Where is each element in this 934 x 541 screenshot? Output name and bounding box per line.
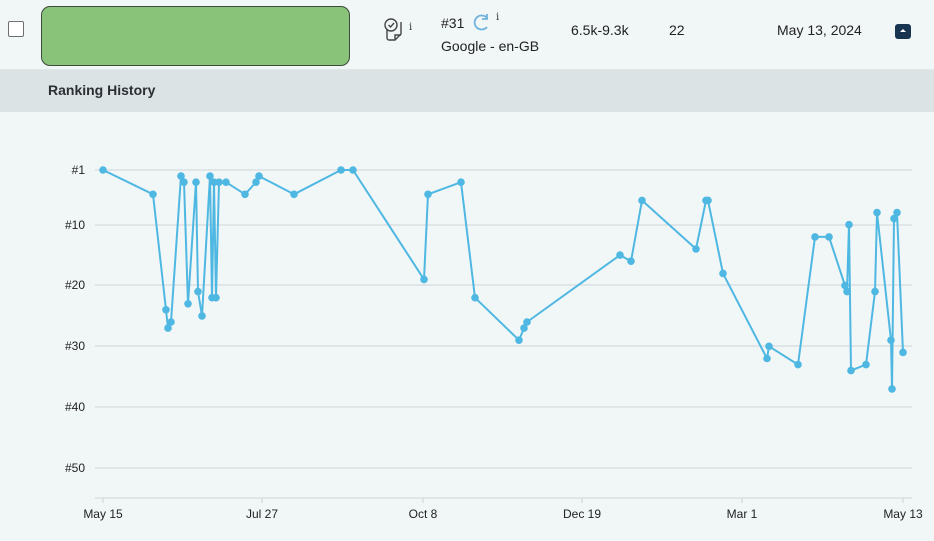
- refresh-icon[interactable]: [472, 12, 490, 32]
- data-point[interactable]: [847, 366, 855, 375]
- y-tick-label: #1: [72, 163, 86, 177]
- y-tick-label: #30: [65, 339, 85, 353]
- data-point[interactable]: [893, 208, 901, 217]
- y-tick-label: #40: [65, 400, 85, 414]
- line-chart: #1 #10 #20 #30 #40 #50 May 15 Jul 27 Oct 8 Dec 19…: [65, 163, 923, 521]
- data-point[interactable]: [692, 245, 700, 253]
- data-point[interactable]: [845, 220, 853, 229]
- data-point[interactable]: [520, 324, 528, 332]
- data-point[interactable]: [887, 336, 895, 344]
- y-tick-label: #50: [65, 461, 85, 475]
- data-point[interactable]: [523, 318, 531, 326]
- ranking-history-header: Ranking History: [0, 70, 934, 112]
- serp-feature-icon[interactable]: [383, 16, 405, 42]
- data-point[interactable]: [794, 360, 802, 369]
- data-point[interactable]: [206, 172, 214, 180]
- rank-line: [102, 169, 904, 390]
- x-tick-label: Jul 27: [246, 507, 278, 521]
- data-point[interactable]: [222, 178, 230, 186]
- keyword-redacted-box[interactable]: [41, 6, 350, 66]
- collapse-button[interactable]: [895, 24, 911, 39]
- x-tick-label: Mar 1: [727, 507, 758, 521]
- y-tick-label: #10: [65, 218, 85, 232]
- last-updated-date: May 13, 2024: [777, 22, 862, 38]
- data-point[interactable]: [162, 306, 170, 314]
- data-point[interactable]: [337, 166, 345, 174]
- data-point[interactable]: [765, 342, 773, 351]
- data-point[interactable]: [862, 360, 870, 369]
- search-engine-locale: Google - en-GB: [441, 38, 540, 54]
- keyword-difficulty: 22: [669, 22, 685, 38]
- data-point[interactable]: [841, 281, 849, 290]
- y-tick-label: #20: [65, 278, 85, 292]
- data-point[interactable]: [149, 190, 157, 199]
- data-point[interactable]: [871, 287, 879, 296]
- data-point[interactable]: [825, 233, 833, 241]
- data-point[interactable]: [184, 300, 192, 308]
- rank-info-icon[interactable]: i: [496, 12, 500, 23]
- data-point[interactable]: [99, 166, 107, 174]
- data-point[interactable]: [212, 293, 220, 302]
- data-point[interactable]: [215, 178, 223, 186]
- data-point[interactable]: [616, 251, 624, 259]
- data-point[interactable]: [890, 214, 898, 223]
- data-point[interactable]: [888, 385, 896, 393]
- data-point[interactable]: [252, 178, 260, 186]
- current-rank: #31: [441, 15, 465, 31]
- data-point[interactable]: [763, 354, 771, 363]
- data-point[interactable]: [424, 190, 432, 199]
- data-point[interactable]: [843, 287, 851, 296]
- data-point[interactable]: [177, 172, 185, 180]
- data-point[interactable]: [873, 208, 881, 217]
- data-point[interactable]: [638, 196, 646, 205]
- data-point[interactable]: [194, 287, 202, 296]
- data-point[interactable]: [471, 293, 479, 302]
- data-point[interactable]: [349, 166, 357, 174]
- ranking-history-chart: #1 #10 #20 #30 #40 #50 May 15 Jul 27 Oct 8 Dec 19…: [0, 112, 934, 536]
- data-point[interactable]: [811, 233, 819, 241]
- x-tick-label: Oct 8: [409, 507, 438, 521]
- data-point[interactable]: [627, 257, 635, 265]
- serp-info-icon[interactable]: i: [409, 22, 413, 33]
- data-point[interactable]: [719, 269, 727, 278]
- search-volume: 6.5k-9.3k: [571, 22, 629, 38]
- data-point[interactable]: [420, 275, 428, 284]
- data-point[interactable]: [290, 190, 298, 199]
- row-checkbox[interactable]: [8, 21, 24, 37]
- data-point[interactable]: [899, 348, 907, 357]
- data-point[interactable]: [192, 178, 200, 186]
- data-point[interactable]: [515, 336, 523, 344]
- x-tick-label: May 13: [883, 507, 923, 521]
- data-point[interactable]: [704, 196, 712, 205]
- keyword-row: i #31 i Google - en-GB 6.5k-9.3k 22 May …: [0, 0, 934, 70]
- data-point[interactable]: [180, 178, 188, 186]
- x-tick-label: Dec 19: [563, 507, 601, 521]
- data-point[interactable]: [198, 312, 206, 320]
- data-point[interactable]: [255, 172, 263, 180]
- section-title: Ranking History: [48, 82, 156, 98]
- data-point[interactable]: [164, 324, 172, 332]
- data-point[interactable]: [241, 190, 249, 199]
- x-tick-label: May 15: [83, 507, 123, 521]
- data-point[interactable]: [457, 178, 465, 186]
- data-point[interactable]: [167, 318, 175, 326]
